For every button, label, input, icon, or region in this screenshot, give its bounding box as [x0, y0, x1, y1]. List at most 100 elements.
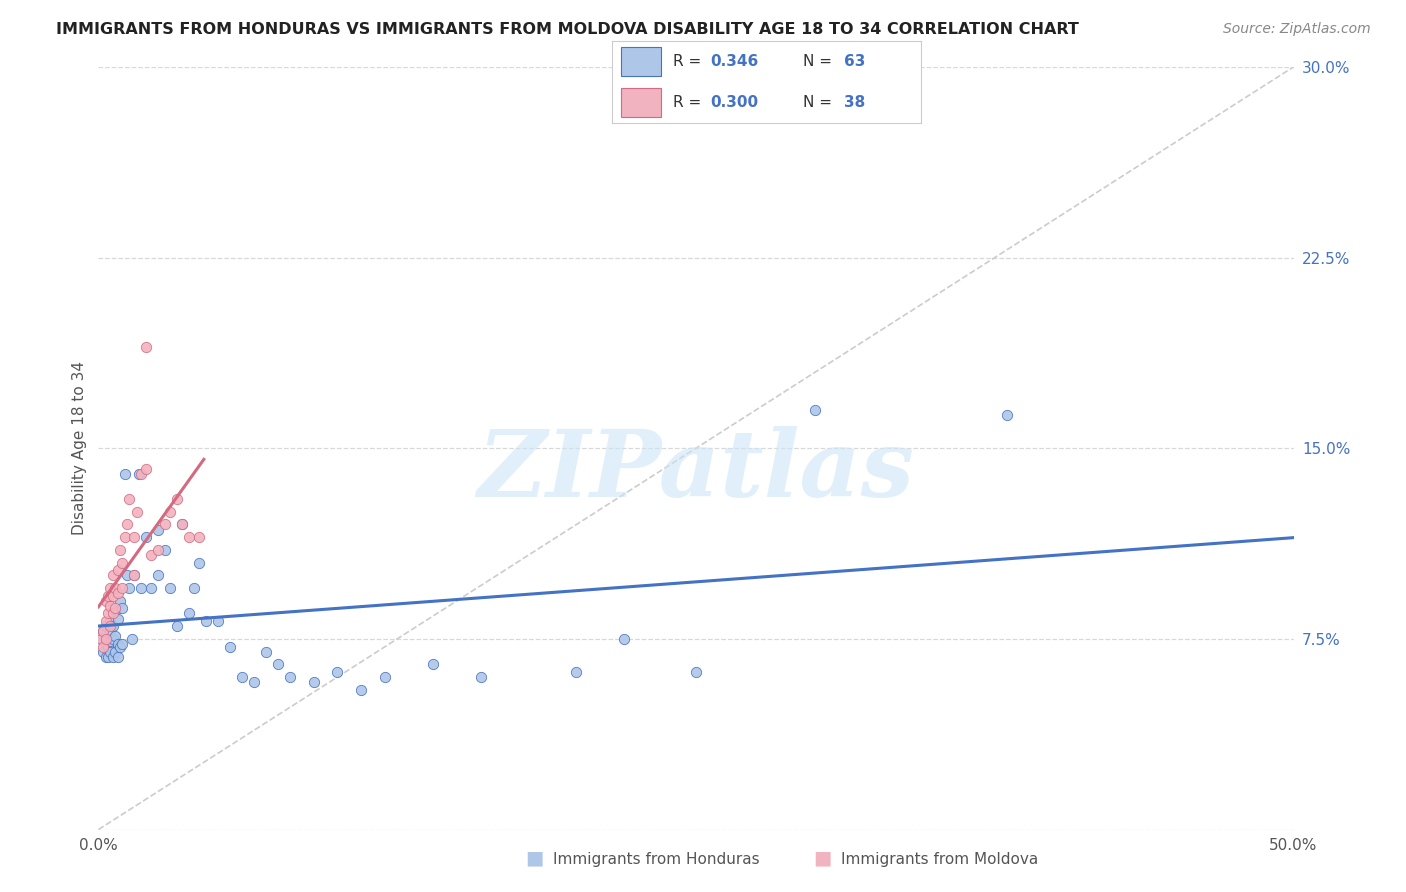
Point: [104, 604, 127, 618]
Point: [91, 640, 114, 654]
Point: [422, 657, 444, 672]
Point: [108, 594, 131, 608]
Text: N =: N =: [803, 54, 837, 69]
Text: N =: N =: [803, 95, 837, 110]
Point: [121, 632, 143, 646]
Point: [101, 589, 124, 603]
Point: [104, 581, 127, 595]
Text: Source: ZipAtlas.com: Source: ZipAtlas.com: [1223, 22, 1371, 37]
Point: [131, 467, 153, 481]
Point: [114, 530, 136, 544]
Text: 0.346: 0.346: [710, 54, 759, 69]
Point: [159, 505, 181, 519]
Point: [124, 568, 146, 582]
Text: ZIPatlas: ZIPatlas: [478, 426, 914, 516]
Point: [97, 649, 120, 664]
Point: [94, 614, 117, 628]
Point: [302, 675, 325, 690]
Text: 38: 38: [844, 95, 865, 110]
Point: [159, 581, 181, 595]
Point: [148, 568, 170, 582]
Text: Immigrants from Moldova: Immigrants from Moldova: [841, 852, 1038, 867]
Point: [155, 517, 177, 532]
Point: [804, 403, 827, 417]
Text: 63: 63: [844, 54, 865, 69]
Point: [565, 665, 588, 679]
Point: [166, 491, 188, 506]
Point: [219, 640, 242, 654]
Point: [98, 599, 122, 613]
Text: ■: ■: [813, 848, 832, 867]
Text: ■: ■: [524, 848, 544, 867]
Point: [101, 619, 124, 633]
Point: [98, 644, 122, 658]
Point: [350, 682, 373, 697]
Point: [254, 644, 277, 658]
Point: [107, 649, 129, 664]
Point: [111, 637, 134, 651]
Point: [101, 607, 124, 621]
Text: IMMIGRANTS FROM HONDURAS VS IMMIGRANTS FROM MOLDOVA DISABILITY AGE 18 TO 34 CORR: IMMIGRANTS FROM HONDURAS VS IMMIGRANTS F…: [56, 22, 1080, 37]
Point: [98, 614, 122, 628]
Point: [613, 632, 636, 646]
Point: [125, 505, 148, 519]
Point: [101, 632, 124, 646]
Point: [107, 611, 129, 625]
Point: [104, 644, 127, 658]
Text: 0.300: 0.300: [710, 95, 759, 110]
Point: [108, 640, 131, 654]
Point: [97, 607, 120, 621]
Point: [207, 614, 229, 628]
Point: [148, 523, 170, 537]
Point: [94, 637, 117, 651]
Point: [187, 556, 209, 570]
Point: [179, 530, 201, 544]
Point: [104, 601, 127, 615]
Point: [166, 619, 188, 633]
Point: [995, 408, 1018, 422]
Point: [267, 657, 290, 672]
Point: [104, 629, 127, 643]
Point: [131, 581, 153, 595]
Point: [90, 632, 112, 646]
Point: [111, 581, 134, 595]
Point: [101, 568, 124, 582]
Point: [135, 461, 157, 475]
Text: R =: R =: [673, 95, 707, 110]
Point: [374, 670, 396, 684]
Point: [124, 530, 146, 544]
FancyBboxPatch shape: [621, 46, 661, 77]
Point: [114, 467, 136, 481]
Point: [278, 670, 301, 684]
Y-axis label: Disability Age 18 to 34: Disability Age 18 to 34: [72, 361, 87, 535]
Point: [243, 675, 266, 690]
Point: [685, 665, 707, 679]
Point: [97, 632, 120, 646]
Point: [98, 624, 122, 639]
Point: [231, 670, 253, 684]
Point: [183, 581, 205, 595]
Point: [172, 517, 194, 532]
Point: [326, 665, 349, 679]
Point: [94, 632, 117, 646]
Point: [155, 542, 177, 557]
Point: [124, 568, 146, 582]
Point: [111, 601, 134, 615]
Point: [91, 624, 114, 639]
Point: [97, 640, 120, 654]
Point: [111, 556, 134, 570]
Point: [94, 649, 117, 664]
Point: [107, 637, 129, 651]
Point: [115, 517, 138, 532]
Point: [115, 568, 138, 582]
Point: [195, 614, 218, 628]
Point: [94, 594, 117, 608]
Point: [98, 581, 122, 595]
Point: [107, 586, 129, 600]
Point: [135, 339, 157, 353]
Point: [148, 542, 170, 557]
Point: [139, 581, 162, 595]
Point: [98, 619, 122, 633]
Point: [470, 670, 492, 684]
Point: [101, 649, 124, 664]
